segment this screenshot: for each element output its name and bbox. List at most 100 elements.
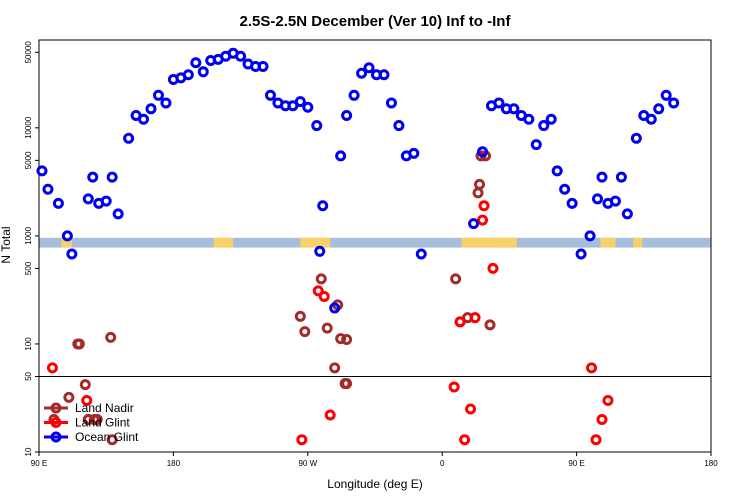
data-point-ocean-glint — [559, 183, 571, 195]
data-point-land-glint — [454, 316, 466, 328]
data-point-ocean-glint — [257, 60, 269, 72]
data-point-land-nadir — [91, 413, 103, 425]
map-strip-land — [61, 237, 72, 248]
x-tick-label: 0 — [440, 459, 445, 468]
data-point-land-nadir — [105, 331, 117, 343]
legend-marker — [50, 431, 62, 443]
data-point-land-nadir — [484, 319, 496, 331]
legend-marker — [50, 402, 62, 414]
data-point-land-glint — [448, 381, 460, 393]
data-point-ocean-glint — [508, 103, 520, 115]
data-point-ocean-glint — [302, 101, 314, 113]
data-point-land-glint — [478, 200, 490, 212]
data-point-ocean-glint — [311, 120, 323, 132]
data-point-ocean-glint — [66, 248, 78, 260]
data-point-ocean-glint — [182, 69, 194, 81]
data-point-land-nadir — [315, 273, 327, 285]
y-tick-label: 10 — [24, 447, 33, 456]
data-point-ocean-glint — [660, 89, 672, 101]
data-point-ocean-glint — [197, 66, 209, 78]
data-point-land-glint — [477, 214, 489, 226]
data-point-ocean-glint — [82, 193, 94, 205]
data-point-land-glint — [590, 434, 602, 446]
data-point-land-nadir — [329, 362, 341, 374]
data-point-ocean-glint — [477, 146, 489, 158]
data-point-land-glint — [296, 434, 308, 446]
data-point-land-glint — [324, 409, 336, 421]
data-point-ocean-glint — [575, 248, 587, 260]
x-tick-label: 90 W — [298, 459, 317, 468]
y-tick-label: 100 — [24, 337, 33, 351]
data-point-ocean-glint — [596, 171, 608, 183]
data-point-land-nadir — [63, 391, 75, 403]
data-point-ocean-glint — [61, 230, 73, 242]
data-point-ocean-glint — [530, 139, 542, 151]
data-point-land-nadir — [474, 178, 486, 190]
y-tick-label: 10000 — [24, 116, 33, 139]
data-point-ocean-glint — [138, 113, 150, 125]
data-point-ocean-glint — [415, 248, 427, 260]
legend-entry: Land Glint — [75, 416, 130, 430]
y-tick-label: 50 — [24, 371, 33, 380]
data-point-ocean-glint — [329, 302, 341, 314]
data-point-land-nadir — [294, 310, 306, 322]
data-point-land-nadir — [341, 378, 353, 390]
data-point-ocean-glint — [645, 113, 657, 125]
data-point-ocean-glint — [152, 89, 164, 101]
data-point-land-nadir — [450, 273, 462, 285]
legend-marker — [50, 417, 62, 428]
data-point-ocean-glint — [468, 218, 480, 230]
map-strip-land — [213, 237, 234, 248]
map-strip-land — [600, 237, 616, 248]
data-point-land-glint — [469, 312, 481, 324]
data-point-ocean-glint — [112, 208, 124, 220]
data-point-land-glint — [465, 403, 477, 415]
data-point-ocean-glint — [123, 132, 135, 144]
data-point-ocean-glint — [348, 89, 360, 101]
data-point-ocean-glint — [653, 103, 665, 115]
data-point-ocean-glint — [551, 165, 563, 177]
data-point-ocean-glint — [335, 150, 347, 162]
map-strip-land — [494, 237, 517, 248]
data-point-land-nadir — [106, 434, 118, 446]
data-point-ocean-glint — [235, 50, 247, 62]
data-point-ocean-glint — [314, 245, 326, 257]
data-point-land-glint — [459, 434, 471, 446]
data-point-ocean-glint — [538, 120, 550, 132]
data-point-ocean-glint — [408, 147, 420, 159]
data-point-ocean-glint — [145, 103, 157, 115]
data-point-land-glint — [81, 394, 93, 406]
data-point-land-nadir — [321, 322, 333, 334]
data-point-land-glint — [487, 262, 499, 274]
data-point-ocean-glint — [36, 165, 48, 177]
x-tick-label: 90 E — [31, 459, 47, 468]
data-point-land-glint — [586, 362, 598, 374]
data-point-land-glint — [602, 394, 614, 406]
y-tick-label: 5000 — [24, 151, 33, 169]
data-point-land-nadir — [79, 379, 91, 391]
data-point-ocean-glint — [592, 193, 604, 205]
legend-entry: Ocean Glint — [75, 430, 139, 444]
data-point-ocean-glint — [160, 97, 172, 109]
data-point-ocean-glint — [523, 113, 535, 125]
data-point-land-glint — [596, 413, 608, 425]
data-point-ocean-glint — [190, 57, 202, 69]
data-point-ocean-glint — [317, 200, 329, 212]
data-point-ocean-glint — [363, 62, 375, 74]
data-point-ocean-glint — [545, 113, 557, 125]
data-point-land-nadir — [72, 338, 84, 350]
data-point-ocean-glint — [341, 110, 353, 122]
data-point-ocean-glint — [621, 208, 633, 220]
data-point-ocean-glint — [294, 96, 306, 108]
data-point-ocean-glint — [106, 171, 118, 183]
data-point-land-glint — [312, 285, 324, 297]
data-point-land-nadir — [472, 187, 484, 199]
map-strip-ocean — [39, 237, 711, 248]
y-tick-label: 500 — [24, 261, 33, 275]
y-axis-label: N Total — [0, 226, 13, 263]
data-point-land-glint — [318, 290, 330, 302]
data-point-ocean-glint — [609, 195, 621, 207]
data-point-ocean-glint — [87, 171, 99, 183]
data-point-ocean-glint — [100, 195, 112, 207]
